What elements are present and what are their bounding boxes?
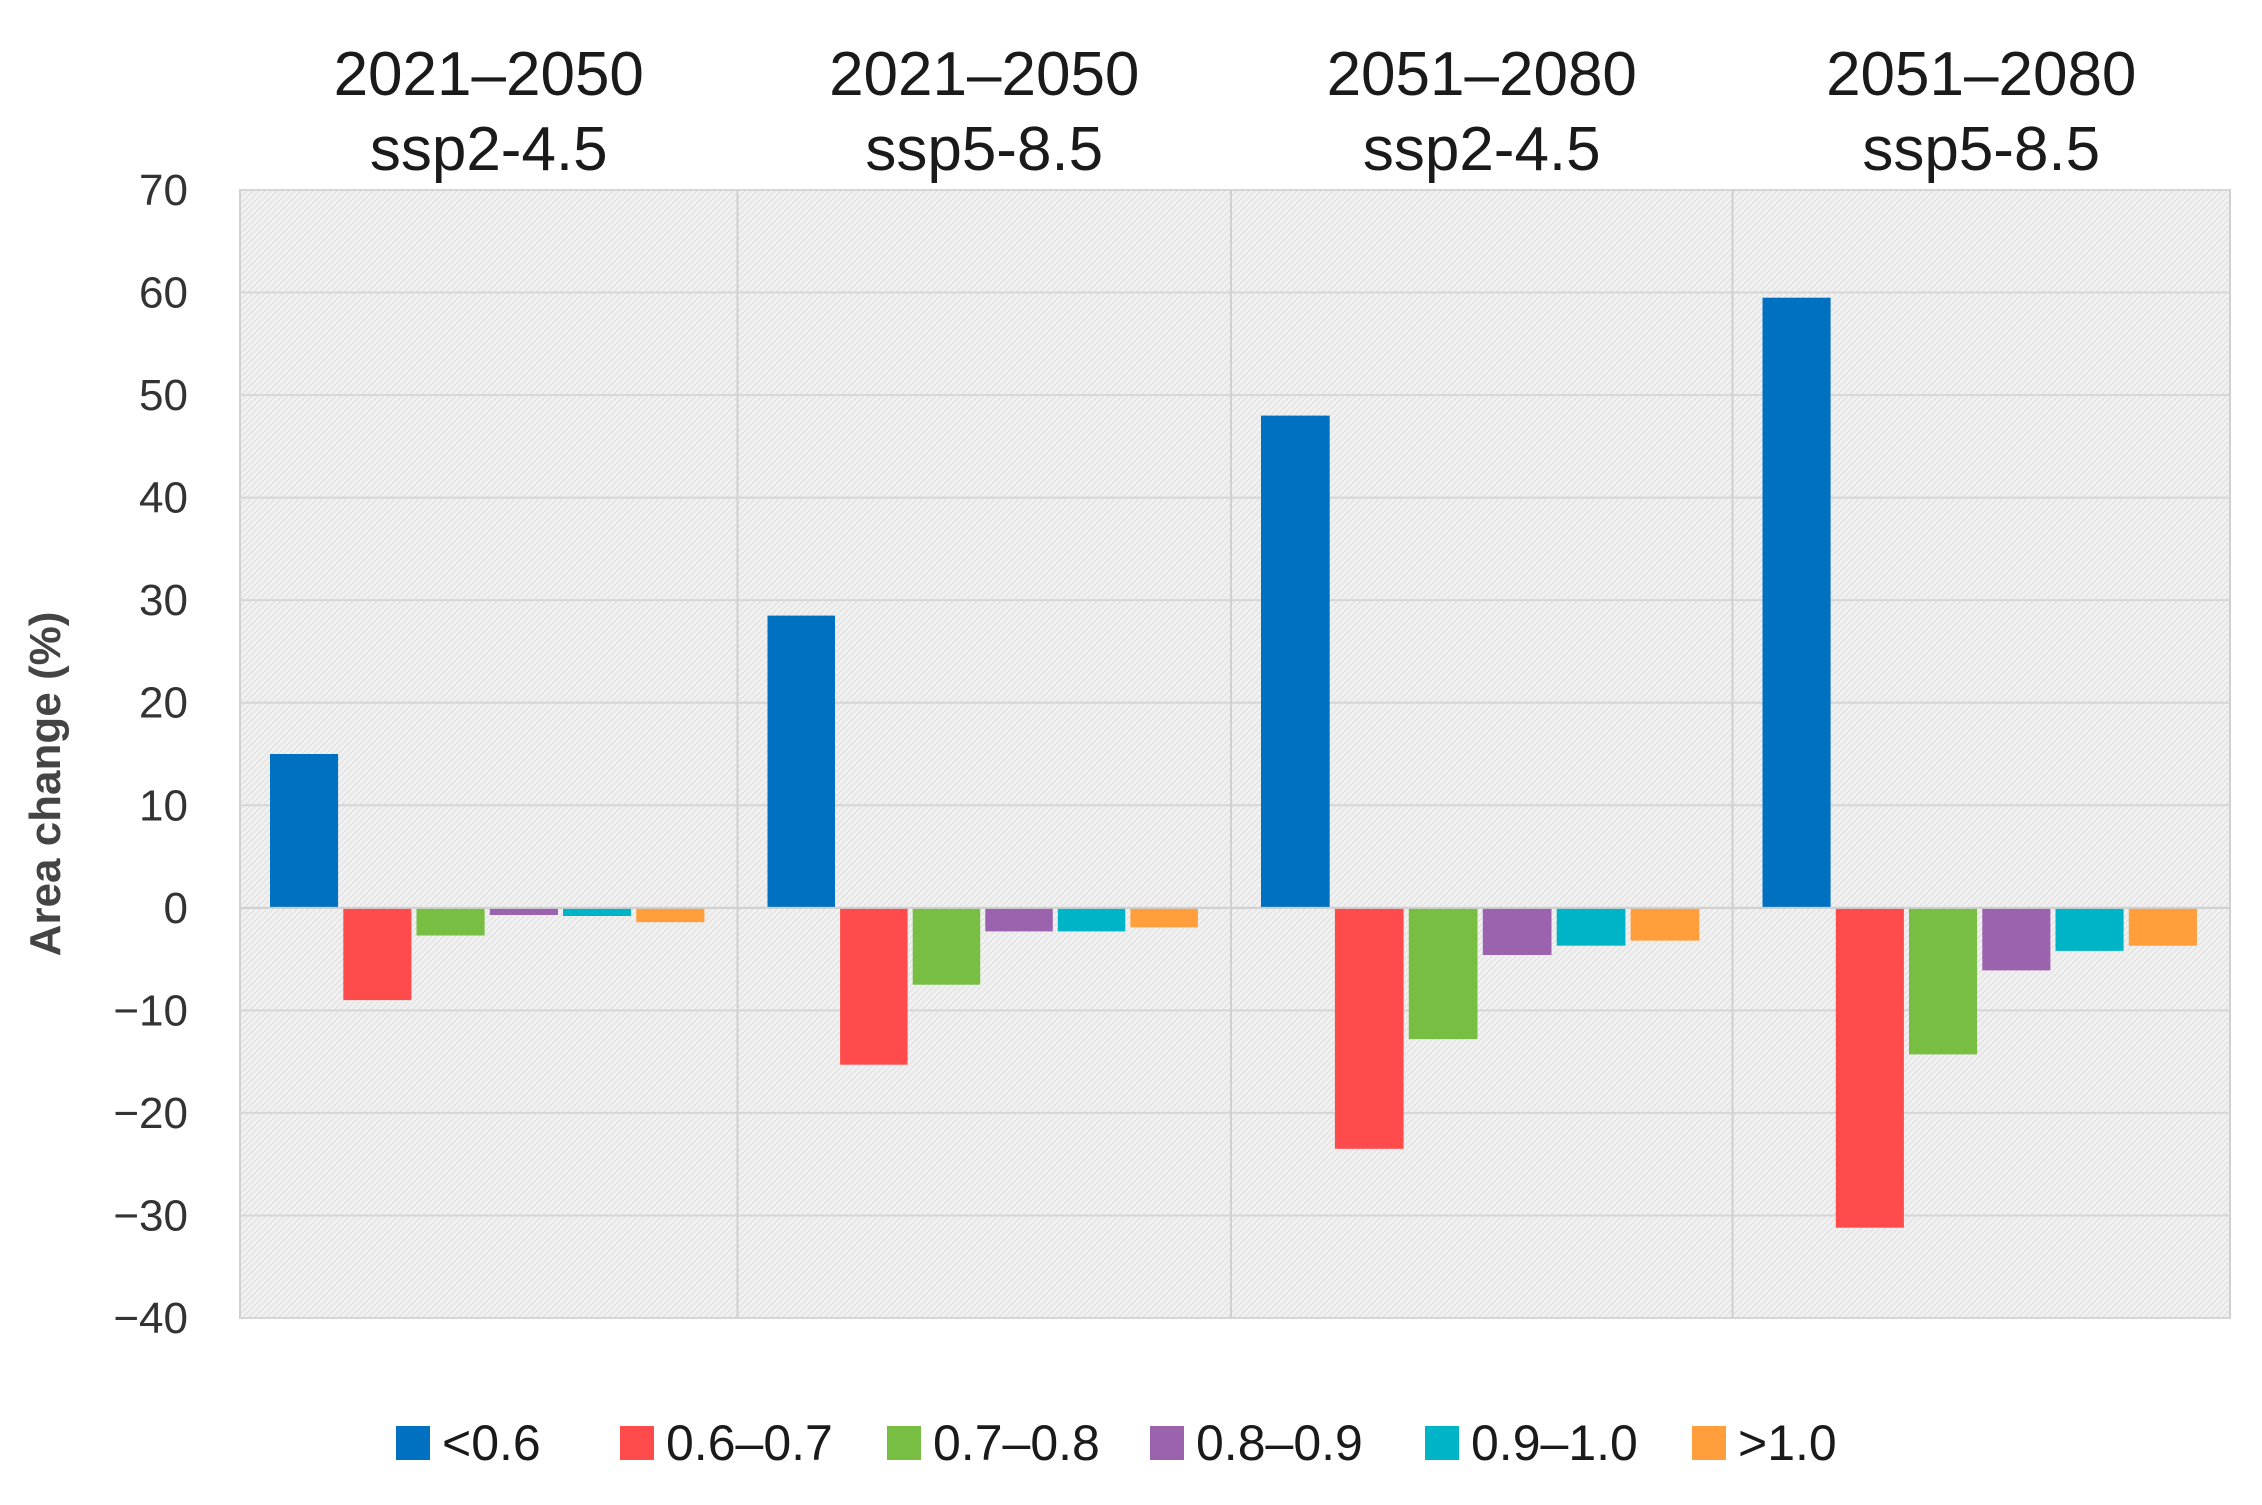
bar (767, 615, 835, 908)
panel-title-scenario: ssp5-8.5 (1862, 115, 2100, 184)
bar (1261, 415, 1330, 908)
bar (1909, 907, 1978, 1055)
bar (1762, 297, 1831, 908)
bar (1982, 907, 2051, 971)
bar (270, 754, 339, 908)
legend-swatch (1692, 1426, 1726, 1460)
y-tick-label: 0 (164, 884, 188, 933)
y-tick-label: 40 (139, 474, 188, 523)
bar (1334, 907, 1404, 1149)
bar (1630, 907, 1700, 941)
y-tick-label: −10 (113, 986, 188, 1035)
y-tick-label: 50 (139, 371, 188, 420)
bar (1408, 907, 1478, 1040)
panel-title-period: 2021–2050 (334, 40, 644, 109)
legend-label: 0.8–0.9 (1196, 1415, 1363, 1471)
y-tick-label: 10 (139, 781, 188, 830)
panel-title-scenario: ssp5-8.5 (865, 115, 1103, 184)
legend-swatch (620, 1426, 654, 1460)
legend-label: 0.7–0.8 (933, 1415, 1100, 1471)
legend-swatch (1425, 1426, 1459, 1460)
bar (1482, 907, 1552, 955)
bar (840, 907, 908, 1065)
y-tick-label: 60 (139, 269, 188, 318)
legend-label: >1.0 (1738, 1415, 1837, 1471)
bar (343, 907, 412, 1001)
y-axis-title: Area change (%) (21, 612, 70, 957)
panel-title-scenario: ssp2-4.5 (370, 115, 608, 184)
panel-title-scenario: ssp2-4.5 (1363, 115, 1601, 184)
panel-title-period: 2051–2080 (1826, 40, 2136, 109)
bar (416, 907, 485, 936)
legend-swatch (887, 1426, 921, 1460)
panel-title-period: 2051–2080 (1327, 40, 1637, 109)
bar (1057, 907, 1126, 932)
y-tick-label: 20 (139, 679, 188, 728)
bar (912, 907, 981, 985)
bar (1835, 907, 1904, 1228)
bar (985, 907, 1053, 932)
panel-title-period: 2021–2050 (829, 40, 1139, 109)
legend-swatch (396, 1426, 430, 1460)
plot-area (239, 189, 2231, 1319)
y-tick-label: −40 (113, 1294, 188, 1343)
legend-label: 0.6–0.7 (666, 1415, 833, 1471)
y-tick-label: 70 (139, 166, 188, 215)
y-tick-label: 30 (139, 576, 188, 625)
legend-label: 0.9–1.0 (1471, 1415, 1638, 1471)
legend-label: <0.6 (442, 1415, 541, 1471)
bar (2128, 907, 2197, 946)
bar (1130, 907, 1198, 928)
y-tick-label: −20 (113, 1089, 188, 1138)
bar (489, 907, 558, 915)
y-tick-label: −30 (113, 1191, 188, 1240)
bar (636, 907, 705, 923)
bar (2055, 907, 2124, 951)
bar (563, 907, 632, 916)
legend-swatch (1150, 1426, 1184, 1460)
bar (1556, 907, 1626, 946)
